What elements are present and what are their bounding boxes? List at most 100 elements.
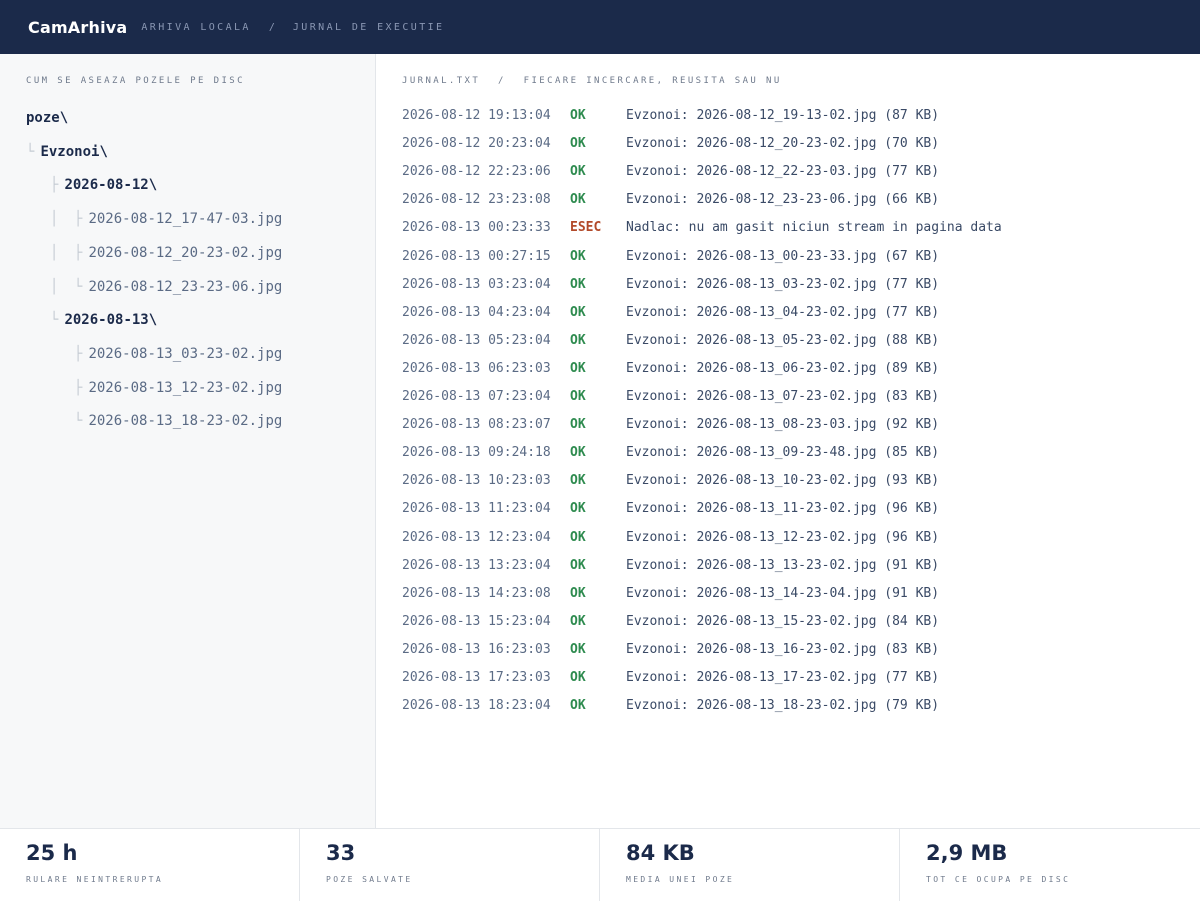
tree-file[interactable]: │ └ 2026-08-12_23-23-06.jpg bbox=[50, 277, 282, 297]
tree-date-folder[interactable]: └ 2026-08-13\ bbox=[50, 310, 157, 330]
log-message: Evzonoi: 2026-08-12_20-23-02.jpg (70 KB) bbox=[626, 136, 940, 152]
log-timestamp: 2026-08-13 09:24:18 bbox=[402, 445, 551, 461]
app-brand[interactable]: CamArhiva bbox=[28, 17, 128, 37]
log-message: Evzonoi: 2026-08-13_07-23-02.jpg (83 KB) bbox=[626, 389, 940, 404]
stat-card: 33 POZE SALVATE bbox=[300, 829, 600, 901]
log-message: Evzonoi: 2026-08-12_19-13-02.jpg (87 KB) bbox=[626, 108, 940, 123]
stat-value: 33 bbox=[326, 841, 356, 865]
stat-value: 25 h bbox=[26, 841, 78, 865]
log-message: Evzonoi: 2026-08-13_15-23-02.jpg (84 KB) bbox=[626, 613, 940, 629]
stat-value: 84 KB bbox=[626, 841, 695, 865]
log-message: Evzonoi: 2026-08-12_22-23-03.jpg (77 KB) bbox=[626, 164, 940, 180]
stats-footer: 25 h RULARE NEINTRERUPTA 33 POZE SALVATE 84 … bbox=[0, 828, 1200, 901]
tree-file-label: 2026-08-13_03-23-02.jpg bbox=[88, 345, 283, 362]
log-status-badge: OK bbox=[570, 332, 586, 348]
log-timestamp: 2026-08-12 23:23:08 bbox=[402, 192, 551, 208]
tree-guide: └ bbox=[50, 312, 59, 329]
tree-guide-corner: └ bbox=[26, 143, 35, 160]
tree-guide-pipe: │ bbox=[50, 278, 59, 295]
log-status-badge: OK bbox=[570, 136, 586, 152]
log-timestamp: 2026-08-13 17:23:03 bbox=[402, 670, 551, 685]
stat-value: 2,9 MB bbox=[926, 841, 1008, 865]
log-status-badge: OK bbox=[570, 557, 586, 573]
tree-guide: ├ bbox=[74, 345, 83, 362]
log-timestamp: 2026-08-13 15:23:04 bbox=[402, 613, 551, 629]
log-timestamp: 2026-08-13 05:23:04 bbox=[402, 332, 551, 348]
log-status-badge: OK bbox=[570, 304, 586, 320]
breadcrumb-separator: / bbox=[268, 21, 275, 33]
tree-guide-pipe: │ bbox=[50, 211, 59, 228]
stat-label: TOT CE OCUPA PE DISC bbox=[926, 875, 1071, 884]
log-status-badge: OK bbox=[570, 445, 586, 461]
log-message: Evzonoi: 2026-08-13_09-23-48.jpg (85 KB) bbox=[626, 445, 940, 461]
log-status-badge: OK bbox=[570, 164, 586, 180]
log-message: Evzonoi: 2026-08-13_14-23-04.jpg (91 KB) bbox=[626, 585, 940, 601]
tree-file-label: 2026-08-13_12-23-02.jpg bbox=[88, 379, 283, 396]
disk-layout-panel: CUM SE ASEAZA POZELE PE DISC poze\ └ Evzon… bbox=[0, 54, 376, 828]
log-message: Evzonoi: 2026-08-13_18-23-02.jpg (79 KB) bbox=[626, 698, 940, 714]
log-status-badge: OK bbox=[570, 360, 586, 376]
breadcrumb-archive[interactable]: ARHIVA LOCALA bbox=[141, 21, 251, 33]
log-timestamp: 2026-08-12 22:23:06 bbox=[402, 164, 551, 180]
tree-folder[interactable]: └ Evzonoi\ bbox=[26, 142, 108, 162]
log-message: Evzonoi: 2026-08-13_12-23-02.jpg (96 KB) bbox=[626, 529, 940, 545]
log-status-badge: OK bbox=[570, 276, 586, 292]
log-status-badge: OK bbox=[570, 417, 586, 433]
tree-root[interactable]: poze\ bbox=[26, 108, 68, 128]
tree-guide: └ bbox=[74, 413, 83, 430]
tree-folder-label: Evzonoi\ bbox=[40, 143, 108, 160]
tree-file[interactable]: │ ├ 2026-08-12_20-23-02.jpg bbox=[50, 243, 282, 263]
tree-file[interactable]: └ 2026-08-13_18-23-02.jpg bbox=[50, 411, 282, 431]
log-timestamp: 2026-08-13 07:23:04 bbox=[402, 389, 551, 404]
log-timestamp: 2026-08-13 12:23:04 bbox=[402, 529, 551, 545]
tree-file[interactable]: ├ 2026-08-13_12-23-02.jpg bbox=[50, 378, 282, 398]
log-status-badge: OK bbox=[570, 670, 586, 685]
tree-guide-pipe: │ bbox=[50, 244, 59, 261]
tree-file[interactable]: ├ 2026-08-13_03-23-02.jpg bbox=[50, 344, 282, 364]
log-timestamp: 2026-08-13 14:23:08 bbox=[402, 585, 551, 601]
log-status-badge: OK bbox=[570, 641, 586, 657]
log-status-badge: OK bbox=[570, 529, 586, 545]
log-timestamp: 2026-08-13 11:23:04 bbox=[402, 501, 551, 517]
tree-date-label: 2026-08-12\ bbox=[64, 177, 158, 194]
breadcrumb-log[interactable]: JURNAL DE EXECUTIE bbox=[292, 21, 445, 33]
log-message: Evzonoi: 2026-08-13_13-23-02.jpg (91 KB) bbox=[626, 557, 940, 573]
log-title: JURNAL.TXT / FIECARE INCERCARE, REUSITA … bbox=[402, 76, 782, 86]
log-status-badge: OK bbox=[570, 389, 586, 404]
tree-file-label: 2026-08-12_20-23-02.jpg bbox=[88, 244, 283, 261]
stat-card: 84 KB MEDIA UNEI POZE bbox=[600, 829, 900, 901]
log-timestamp: 2026-08-13 00:23:33 bbox=[402, 220, 551, 236]
tree-file-label: 2026-08-13_18-23-02.jpg bbox=[88, 413, 283, 430]
log-timestamp: 2026-08-13 04:23:04 bbox=[402, 304, 551, 320]
disk-layout-title: CUM SE ASEAZA POZELE PE DISC bbox=[26, 76, 245, 86]
log-title-separator: / bbox=[498, 76, 506, 86]
log-message: Nadlac: nu am gasit niciun stream in pag… bbox=[626, 220, 1002, 236]
log-message: Evzonoi: 2026-08-13_00-23-33.jpg (67 KB) bbox=[626, 248, 940, 264]
log-status-badge: OK bbox=[570, 698, 586, 714]
log-file-name: JURNAL.TXT bbox=[402, 76, 481, 86]
log-status-badge: OK bbox=[570, 192, 586, 208]
stat-label: POZE SALVATE bbox=[326, 875, 413, 884]
log-timestamp: 2026-08-13 13:23:04 bbox=[402, 557, 551, 573]
tree-guide: └ bbox=[74, 278, 83, 295]
tree-file[interactable]: │ ├ 2026-08-12_17-47-03.jpg bbox=[50, 209, 282, 229]
log-timestamp: 2026-08-12 19:13:04 bbox=[402, 108, 551, 123]
log-status-badge: ESEC bbox=[570, 220, 602, 236]
log-message: Evzonoi: 2026-08-13_05-23-02.jpg (88 KB) bbox=[626, 332, 940, 348]
log-message: Evzonoi: 2026-08-13_16-23-02.jpg (83 KB) bbox=[626, 641, 940, 657]
stat-card: 25 h RULARE NEINTRERUPTA bbox=[0, 829, 300, 901]
tree-guide: ├ bbox=[74, 379, 83, 396]
tree-date-folder[interactable]: ├ 2026-08-12\ bbox=[50, 175, 157, 195]
stat-label: RULARE NEINTRERUPTA bbox=[26, 875, 164, 884]
log-timestamp: 2026-08-13 18:23:04 bbox=[402, 698, 551, 714]
tree-file-label: 2026-08-12_17-47-03.jpg bbox=[88, 211, 283, 228]
log-timestamp: 2026-08-13 00:27:15 bbox=[402, 248, 551, 264]
log-status-badge: OK bbox=[570, 501, 586, 517]
stat-card: 2,9 MB TOT CE OCUPA PE DISC bbox=[900, 829, 1200, 901]
log-timestamp: 2026-08-13 06:23:03 bbox=[402, 360, 551, 376]
log-timestamp: 2026-08-13 16:23:03 bbox=[402, 641, 551, 657]
log-timestamp: 2026-08-13 03:23:04 bbox=[402, 276, 551, 292]
log-status-badge: OK bbox=[570, 473, 586, 489]
log-message: Evzonoi: 2026-08-13_17-23-02.jpg (77 KB) bbox=[626, 670, 940, 685]
log-panel: JURNAL.TXT / FIECARE INCERCARE, REUSITA … bbox=[376, 54, 1200, 828]
